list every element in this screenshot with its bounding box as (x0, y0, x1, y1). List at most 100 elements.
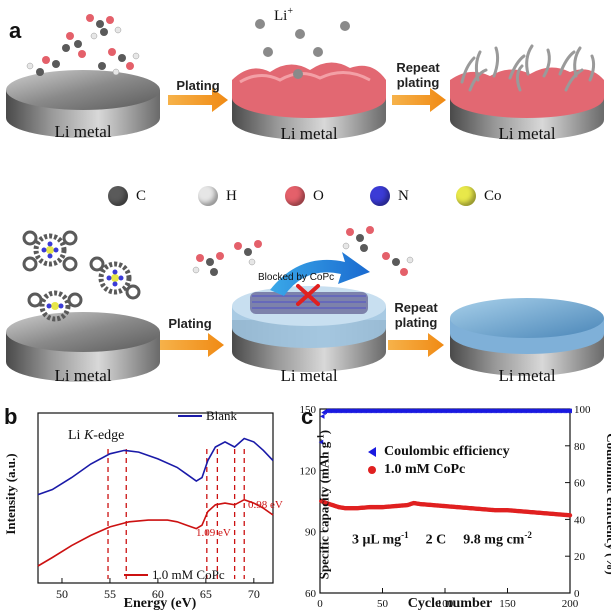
plating-arrow-2 (160, 333, 224, 357)
repeat-line1: Repeat (396, 60, 440, 75)
legend-hydrogen: H (198, 186, 237, 206)
disc-label-row1-2: Li metal (280, 124, 338, 143)
cond-volume: 3 μL mg (352, 532, 402, 548)
repeat-line2: plating (396, 75, 440, 90)
panel-c-plot-frame (319, 408, 571, 594)
plating-arrow-1 (168, 88, 228, 112)
legend-nitrogen: N (370, 186, 409, 206)
c-xtick-label: 50 (377, 598, 389, 610)
blocked-x-mark (296, 284, 320, 306)
b-xtick-label: 70 (248, 587, 260, 601)
edge-post: -edge (93, 428, 125, 443)
li-ions-falling (255, 19, 350, 79)
legend-oxygen: O (285, 186, 324, 206)
ce-point (567, 408, 572, 414)
c-yleft-tick-label: 60 (305, 588, 317, 600)
capacity-point (567, 513, 573, 518)
ylabel-left-close: ) (316, 429, 332, 435)
cobalt-atom-icon (456, 186, 476, 206)
panel-b-plot-frame (37, 412, 274, 584)
disc-label-row2-3: Li metal (498, 366, 556, 385)
ylabel-left-sup: -1 (315, 434, 326, 442)
c-yright-tick-label: 40 (574, 514, 586, 526)
ylabel-left-text: Specific capacity (mAh g (316, 441, 332, 580)
cond-volume-sup: -1 (401, 530, 409, 540)
legend-nitrogen-label: N (398, 187, 409, 204)
c-yright-tick-label: 100 (574, 404, 591, 416)
legend-copc-label: 1.0 mM CoPc (152, 567, 225, 582)
legend-cobalt-label: Co (484, 187, 502, 204)
legend-copc-swatch (124, 574, 148, 576)
repeat-plating-arrow-2 (388, 333, 444, 357)
legend-ce-label: Coulombic efficiency (384, 444, 510, 459)
panel-c-legend-ce: Coulombic efficiency (368, 444, 510, 460)
panel-b-xlabel: Energy (eV) (123, 596, 197, 611)
li-ion-text: Li (274, 8, 288, 24)
c-yleft-tick-label: 120 (300, 465, 317, 477)
annot-1-09-ev: 1.09 eV (196, 527, 231, 539)
repeat-plating-label-1: Repeat plating (390, 60, 446, 90)
b-xtick-label: 50 (56, 587, 68, 601)
disc-row1-dendrites (450, 44, 604, 140)
plating-label-2: Plating (168, 316, 212, 331)
panel-c-conditions: 3 μL mg-1 2 C 9.8 mg cm-2 (352, 530, 532, 549)
cond-loading: 9.8 mg cm (463, 532, 525, 548)
c-yright-tick-label: 20 (574, 551, 586, 563)
ce-point (320, 413, 325, 419)
c-xtick-label: 200 (562, 598, 579, 610)
cond-loading-sup: -2 (524, 530, 532, 540)
repeat-plating-label-2: Repeat plating (388, 300, 444, 330)
legend-ce-marker (368, 447, 376, 457)
c-yright-tick-label: 80 (574, 441, 586, 453)
disc-row2-copc-layer (232, 286, 386, 372)
disc-row2-smooth (450, 298, 604, 376)
panel-c-xlabel: Cycle number (407, 596, 493, 611)
solvent-molecules-row1 (26, 14, 140, 76)
c-yleft-tick-label: 90 (305, 527, 317, 539)
disc-label-row2-2: Li metal (280, 366, 338, 385)
c-yleft-tick-label: 150 (300, 404, 317, 416)
disc-row2-bare (6, 312, 160, 382)
li-ion-charge: + (287, 6, 293, 17)
legend-hydrogen-label: H (226, 187, 237, 204)
copc-molecules (22, 230, 141, 322)
carbon-atom-icon (108, 186, 128, 206)
panel-b-legend-copc: 1.0 mM CoPc (124, 567, 225, 583)
solvent-molecules-row2 (192, 226, 414, 276)
c-yright-tick-label: 0 (574, 588, 580, 600)
panel-b-legend-blank: Blank (178, 408, 237, 424)
panel-b-ylabel: Intensity (a.u.) (3, 453, 18, 535)
b-xtick-label: 55 (104, 587, 116, 601)
panel-a-schematic (6, 14, 604, 382)
copc-spectrum-line (37, 498, 274, 567)
edge-k: K (83, 428, 94, 443)
c-yright-tick-label: 60 (574, 478, 586, 490)
panel-b-chart: 50 55 60 65 70 (37, 412, 274, 601)
panel-b-letter: b (4, 404, 18, 429)
panel-c-legend-copc: 1.0 mM CoPc (368, 462, 465, 478)
legend-carbon-label: C (136, 187, 147, 204)
c-xtick-label: 150 (499, 598, 516, 610)
disc-label-row2-1: Li metal (54, 366, 112, 385)
disc-row1-bare (6, 70, 160, 138)
edge-pre: Li (68, 428, 84, 443)
legend-cobalt: Co (456, 186, 502, 206)
li-k-edge-label: Li K-edge (68, 428, 124, 444)
hydrogen-atom-icon (198, 186, 218, 206)
c-xtick-label: 100 (437, 598, 454, 610)
disc-label-row1-1: Li metal (54, 122, 112, 141)
b-xtick-label: 60 (152, 587, 164, 601)
ce-point (318, 439, 324, 445)
panel-a-letter: a (9, 18, 22, 43)
legend-blank-label: Blank (206, 408, 238, 423)
panel-c-ylabel-left: Specific capacity (mAh g-1) (315, 425, 332, 585)
blocked-by-copc-label: Blocked by CoPc (258, 272, 335, 283)
cond-rate: 2 C (425, 532, 447, 548)
disc-row1-sei (232, 62, 386, 140)
plating-label-1: Plating (176, 78, 220, 93)
legend-carbon: C (108, 186, 146, 206)
oxygen-atom-icon (285, 186, 305, 206)
repeat-line1-b: Repeat (394, 300, 438, 315)
repeat-plating-arrow-1 (392, 88, 446, 112)
panel-c-letter: c (301, 404, 314, 429)
